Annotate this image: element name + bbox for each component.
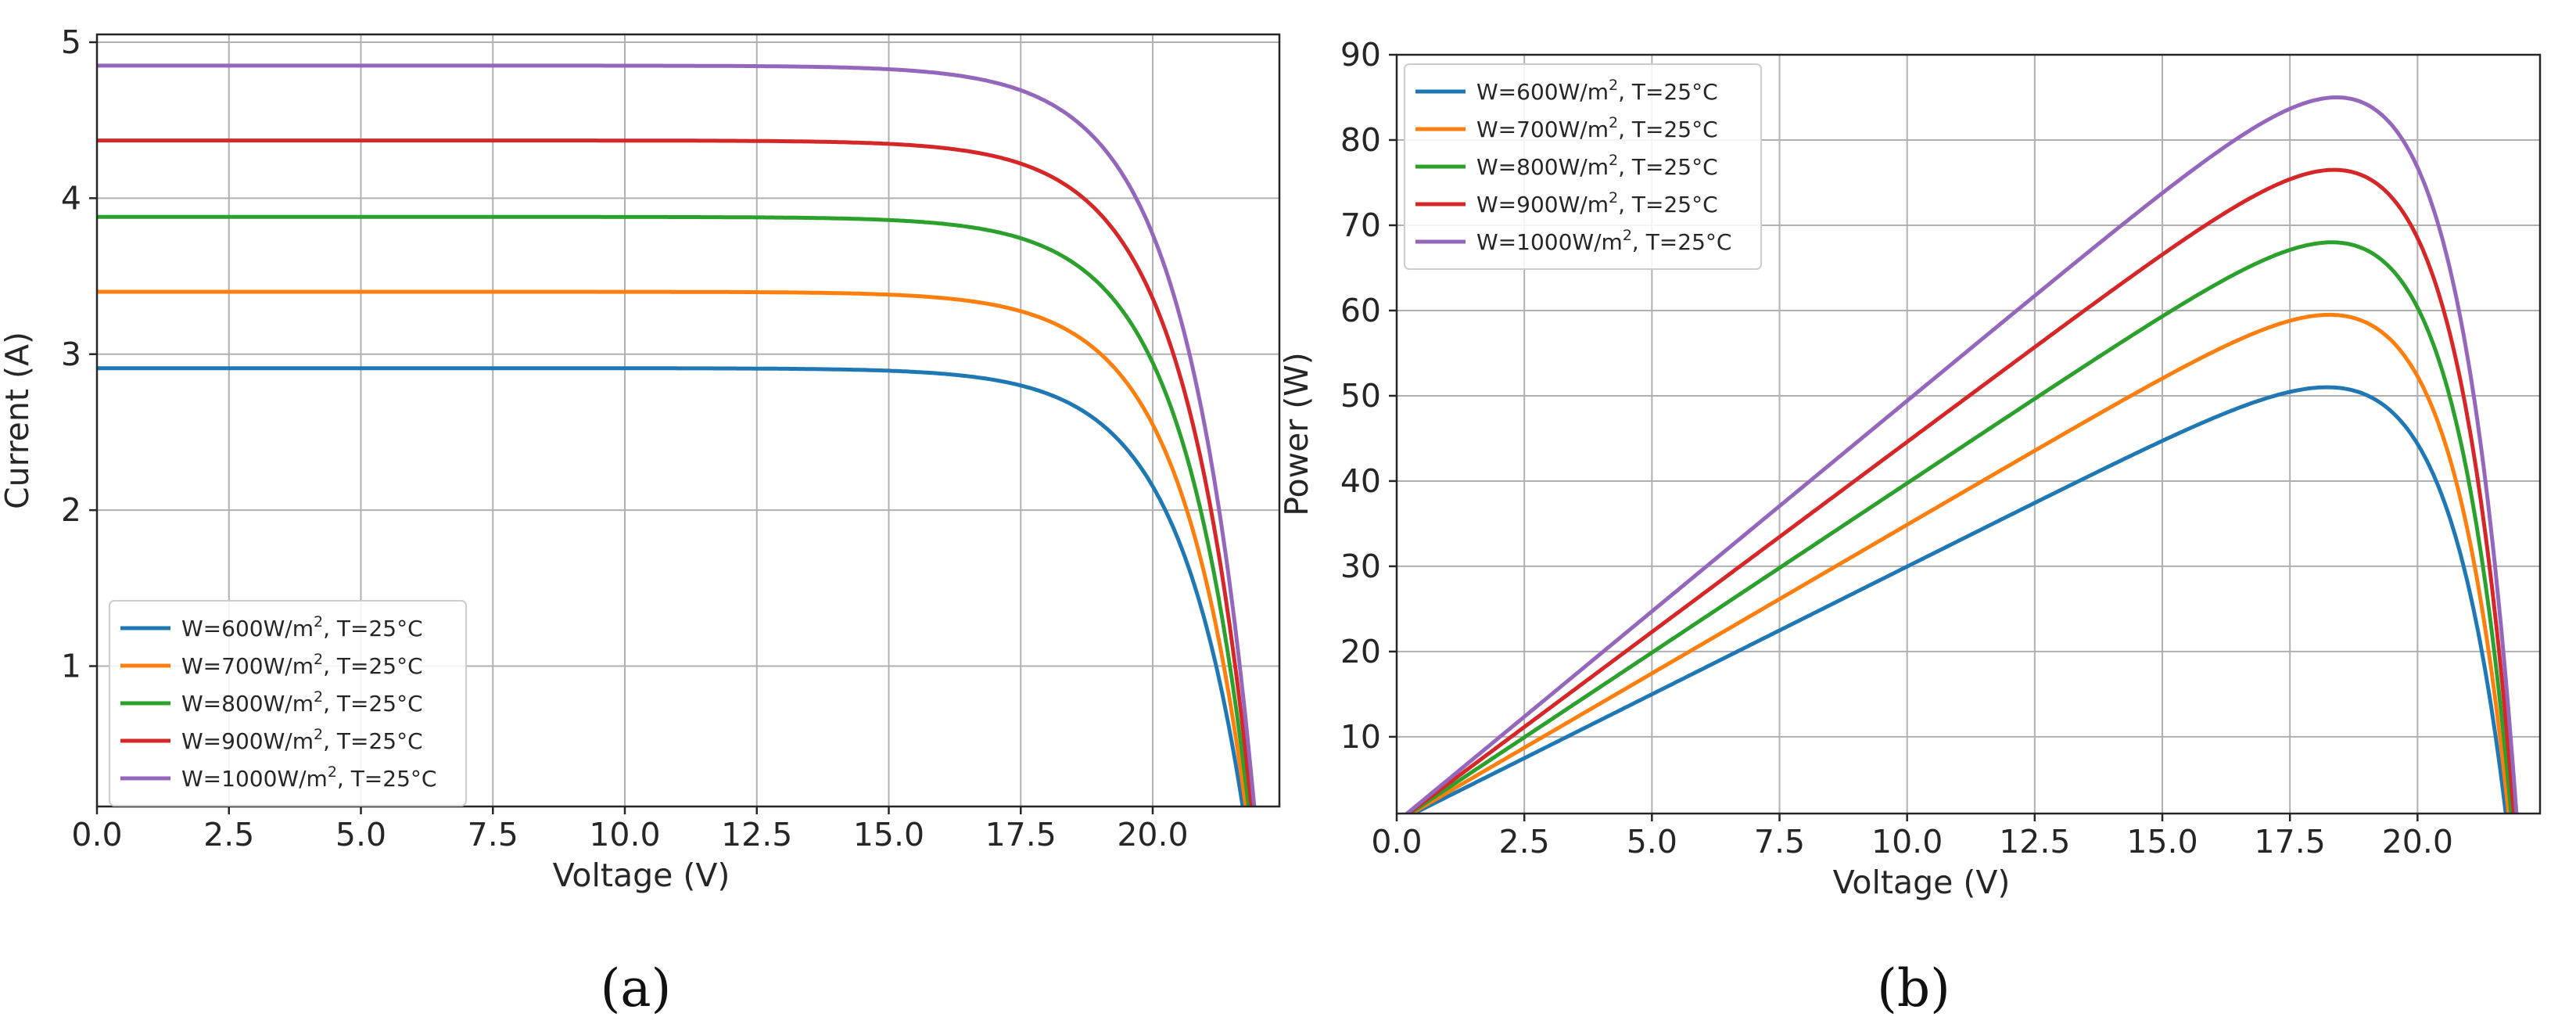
panel-label: (a): [601, 958, 672, 1018]
legend-entry-900: W=900W/m2, T=25°C: [181, 726, 423, 754]
legend: W=600W/m2, T=25°C W=700W/m2, T=25°C W=800W…: [109, 600, 467, 806]
legend-entry-700: W=700W/m2, T=25°C: [1476, 114, 1718, 142]
x-tick-label: 2.5: [203, 816, 254, 853]
x-tick-label: 17.5: [985, 816, 1057, 853]
chart-panel-a: 0.0 2.5 5.0 7.5 10.0 12.5 15.0 17.5 20.0 1 2 3 4 5 Vol…: [0, 23, 1281, 1018]
legend-box: [1404, 63, 1762, 270]
y-tick-label: 3: [61, 336, 81, 373]
panel-label: (b): [1877, 958, 1950, 1018]
x-tick-label: 15.0: [2126, 823, 2197, 860]
legend-entry-800: W=800W/m2, T=25°C: [1476, 152, 1718, 180]
x-tick-label: 2.5: [1499, 823, 1550, 860]
series-line-800: [97, 214, 1251, 806]
x-tick-label: 12.5: [1999, 823, 2070, 860]
x-axis-label: Voltage (V): [1833, 864, 2011, 901]
series-line-600: [1409, 385, 2508, 814]
x-axis-label: Voltage (V): [553, 857, 730, 894]
legend-entry-600: W=600W/m2, T=25°C: [181, 613, 423, 641]
series-line-900: [1405, 167, 2517, 814]
x-tick-label: 5.0: [335, 816, 386, 853]
chart-panel-b: 0.0 2.5 5.0 7.5 10.0 12.5 15.0 17.5 20.0 10 20 30 40…: [1278, 36, 2542, 1018]
y-axis-label: Current (A): [0, 332, 36, 509]
y-tick-label: 1: [61, 648, 81, 685]
y-tick-label: 30: [1340, 548, 1381, 585]
x-tick-label: 10.0: [589, 816, 660, 853]
legend-entry-700: W=700W/m2, T=25°C: [181, 651, 423, 679]
legend-entry-900: W=900W/m2, T=25°C: [1476, 189, 1718, 217]
x-tick-label: 12.5: [721, 816, 792, 853]
plot-frame: [95, 33, 1281, 808]
legend-entry-600: W=600W/m2, T=25°C: [1476, 77, 1718, 105]
series-line-700: [97, 289, 1248, 806]
y-tick-label: 90: [1340, 36, 1381, 74]
series-line-600: [97, 366, 1245, 806]
x-tick-label: 10.0: [1871, 823, 1943, 860]
x-tick-label: 0.0: [1371, 823, 1422, 860]
y-tick-label: 10: [1340, 718, 1381, 756]
series-line-800: [1405, 240, 2513, 814]
x-tick-label: 5.0: [1627, 823, 1677, 860]
y-tick-label: 80: [1340, 121, 1381, 159]
legend-entry-1000: W=1000W/m2, T=25°C: [181, 763, 436, 792]
series-line-1000: [97, 63, 1257, 806]
y-tick-label: 20: [1340, 633, 1381, 670]
legend-entry-1000: W=1000W/m2, T=25°C: [1476, 227, 1731, 255]
y-tick-label: 60: [1340, 292, 1381, 329]
y-tick-label: 50: [1340, 377, 1381, 415]
x-tick-label: 0.0: [71, 816, 122, 853]
x-tick-label: 20.0: [1117, 816, 1188, 853]
y-tick-label: 5: [61, 23, 81, 61]
plot-frame: [1395, 53, 2542, 815]
series-line-1000: [1404, 95, 2519, 814]
y-axis-label: Power (W): [1278, 352, 1315, 516]
y-tick-label: 2: [61, 491, 81, 529]
x-tick-label: 20.0: [2382, 823, 2453, 860]
series-line-700: [1407, 312, 2511, 814]
x-tick-label: 15.0: [853, 816, 924, 853]
y-tick-label: 40: [1340, 462, 1381, 500]
legend: W=600W/m2, T=25°C W=700W/m2, T=25°C W=800W…: [1404, 63, 1762, 270]
y-tick-label: 70: [1340, 207, 1381, 244]
legend-box: [109, 600, 467, 806]
x-tick-label: 7.5: [1754, 823, 1805, 860]
series-line-900: [97, 138, 1254, 806]
y-tick-label: 4: [61, 179, 81, 217]
x-tick-label: 17.5: [2255, 823, 2326, 860]
legend-entry-800: W=800W/m2, T=25°C: [181, 688, 423, 717]
x-tick-label: 7.5: [468, 816, 518, 853]
